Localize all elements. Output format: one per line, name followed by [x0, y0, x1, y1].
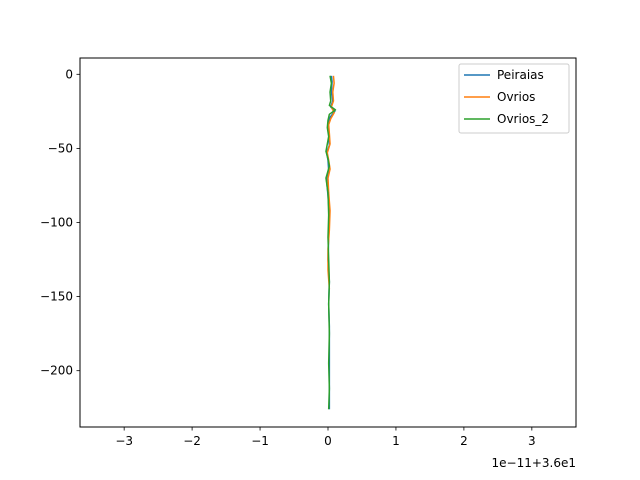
legend: Peiraias Ovrios Ovrios_2: [458, 63, 570, 134]
series-layer: [325, 75, 337, 410]
y-tick-label: −200: [40, 364, 73, 378]
x-tick-label: 2: [460, 434, 468, 448]
x-axis-offset-label: 1e−11+3.6e1: [492, 456, 577, 470]
x-axis-ticks: −3 −2 −1 0 1 2 3: [115, 427, 536, 448]
legend-label: Ovrios: [497, 90, 535, 104]
x-tick-label: 3: [528, 434, 536, 448]
x-tick-label: −3: [115, 434, 133, 448]
y-axis-ticks: 0 −50 −100 −150 −200: [40, 67, 80, 378]
x-tick-label: −2: [183, 434, 201, 448]
legend-label: Ovrios_2: [497, 112, 549, 126]
y-tick-label: 0: [65, 67, 73, 81]
series-line-ovrios-2: [325, 75, 337, 410]
legend-label: Peiraias: [497, 68, 544, 82]
y-tick-label: −50: [48, 141, 73, 155]
legend-box: [458, 63, 570, 134]
x-tick-label: 0: [324, 434, 332, 448]
legend-entries: Peiraias Ovrios Ovrios_2: [464, 68, 549, 126]
y-tick-label: −100: [40, 215, 73, 229]
series-line-ovrios: [326, 75, 335, 290]
x-tick-label: −1: [251, 434, 269, 448]
x-tick-label: 1: [392, 434, 400, 448]
y-tick-label: −150: [40, 290, 73, 304]
